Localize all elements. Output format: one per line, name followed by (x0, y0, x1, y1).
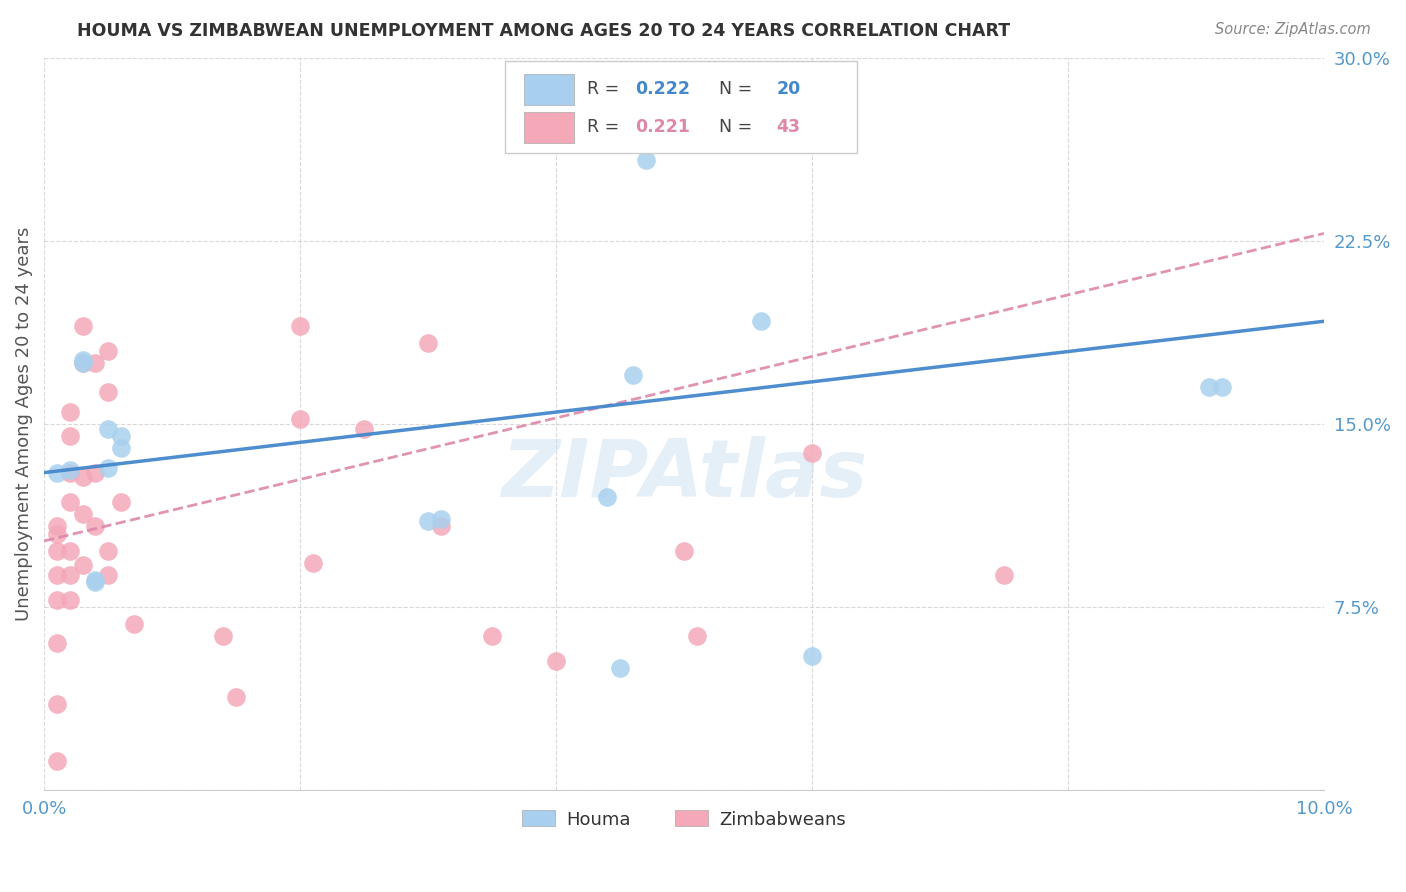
FancyBboxPatch shape (524, 112, 574, 143)
Point (288, 319, 311, 334)
Point (621, 368, 644, 382)
Point (801, 648, 824, 663)
Text: 0.222: 0.222 (636, 80, 690, 98)
Point (801, 446, 824, 460)
FancyBboxPatch shape (505, 62, 856, 153)
Point (84, 519, 107, 533)
Point (45, 754, 67, 768)
Point (59, 543, 82, 558)
Text: 43: 43 (776, 119, 800, 136)
Point (97, 385, 120, 400)
Text: 0.221: 0.221 (636, 119, 690, 136)
Point (72, 507, 94, 521)
Point (45, 526, 67, 541)
Point (110, 429, 132, 443)
Point (416, 515, 439, 529)
Point (59, 404, 82, 418)
Point (225, 690, 247, 705)
Point (749, 314, 772, 328)
Point (45, 543, 67, 558)
Text: N =: N = (709, 119, 758, 136)
Point (110, 495, 132, 509)
Point (609, 661, 631, 675)
Point (1198, 380, 1220, 394)
Text: ZIPAtlas: ZIPAtlas (501, 436, 868, 514)
Point (596, 490, 619, 504)
Y-axis label: Unemployment Among Ages 20 to 24 years: Unemployment Among Ages 20 to 24 years (15, 227, 32, 621)
Point (84, 573, 107, 587)
Point (1211, 380, 1233, 394)
Point (353, 422, 375, 436)
Point (45, 636, 67, 650)
Point (122, 616, 145, 631)
Point (45, 568, 67, 582)
Point (993, 568, 1015, 582)
Point (72, 470, 94, 484)
Point (59, 466, 82, 480)
Text: R =: R = (586, 119, 624, 136)
Point (72, 356, 94, 370)
Point (302, 556, 325, 570)
Legend: Houma, Zimbabweans: Houma, Zimbabweans (515, 803, 853, 836)
Point (212, 629, 235, 643)
Point (97, 543, 120, 558)
Point (672, 543, 695, 558)
Point (430, 519, 453, 533)
Point (97, 460, 120, 475)
Point (72, 356, 94, 370)
Point (110, 441, 132, 455)
Text: 20: 20 (776, 80, 800, 98)
Point (45, 592, 67, 607)
Point (97, 568, 120, 582)
Point (45, 466, 67, 480)
Point (634, 153, 657, 168)
Point (97, 343, 120, 358)
Text: N =: N = (709, 80, 758, 98)
Point (45, 698, 67, 712)
Text: R =: R = (586, 80, 624, 98)
Point (59, 463, 82, 477)
Point (59, 568, 82, 582)
Point (288, 412, 311, 426)
Point (59, 495, 82, 509)
Point (72, 319, 94, 334)
Point (416, 336, 439, 351)
Point (84, 575, 107, 590)
Text: Source: ZipAtlas.com: Source: ZipAtlas.com (1215, 22, 1371, 37)
Point (59, 429, 82, 443)
Point (97, 422, 120, 436)
Point (686, 629, 709, 643)
Point (84, 466, 107, 480)
Point (72, 558, 94, 573)
Point (72, 353, 94, 368)
Point (84, 356, 107, 370)
Point (481, 629, 503, 643)
FancyBboxPatch shape (524, 74, 574, 104)
Point (59, 592, 82, 607)
Point (430, 512, 453, 526)
Point (45, 519, 67, 533)
Text: HOUMA VS ZIMBABWEAN UNEMPLOYMENT AMONG AGES 20 TO 24 YEARS CORRELATION CHART: HOUMA VS ZIMBABWEAN UNEMPLOYMENT AMONG A… (77, 22, 1011, 40)
Point (544, 654, 567, 668)
